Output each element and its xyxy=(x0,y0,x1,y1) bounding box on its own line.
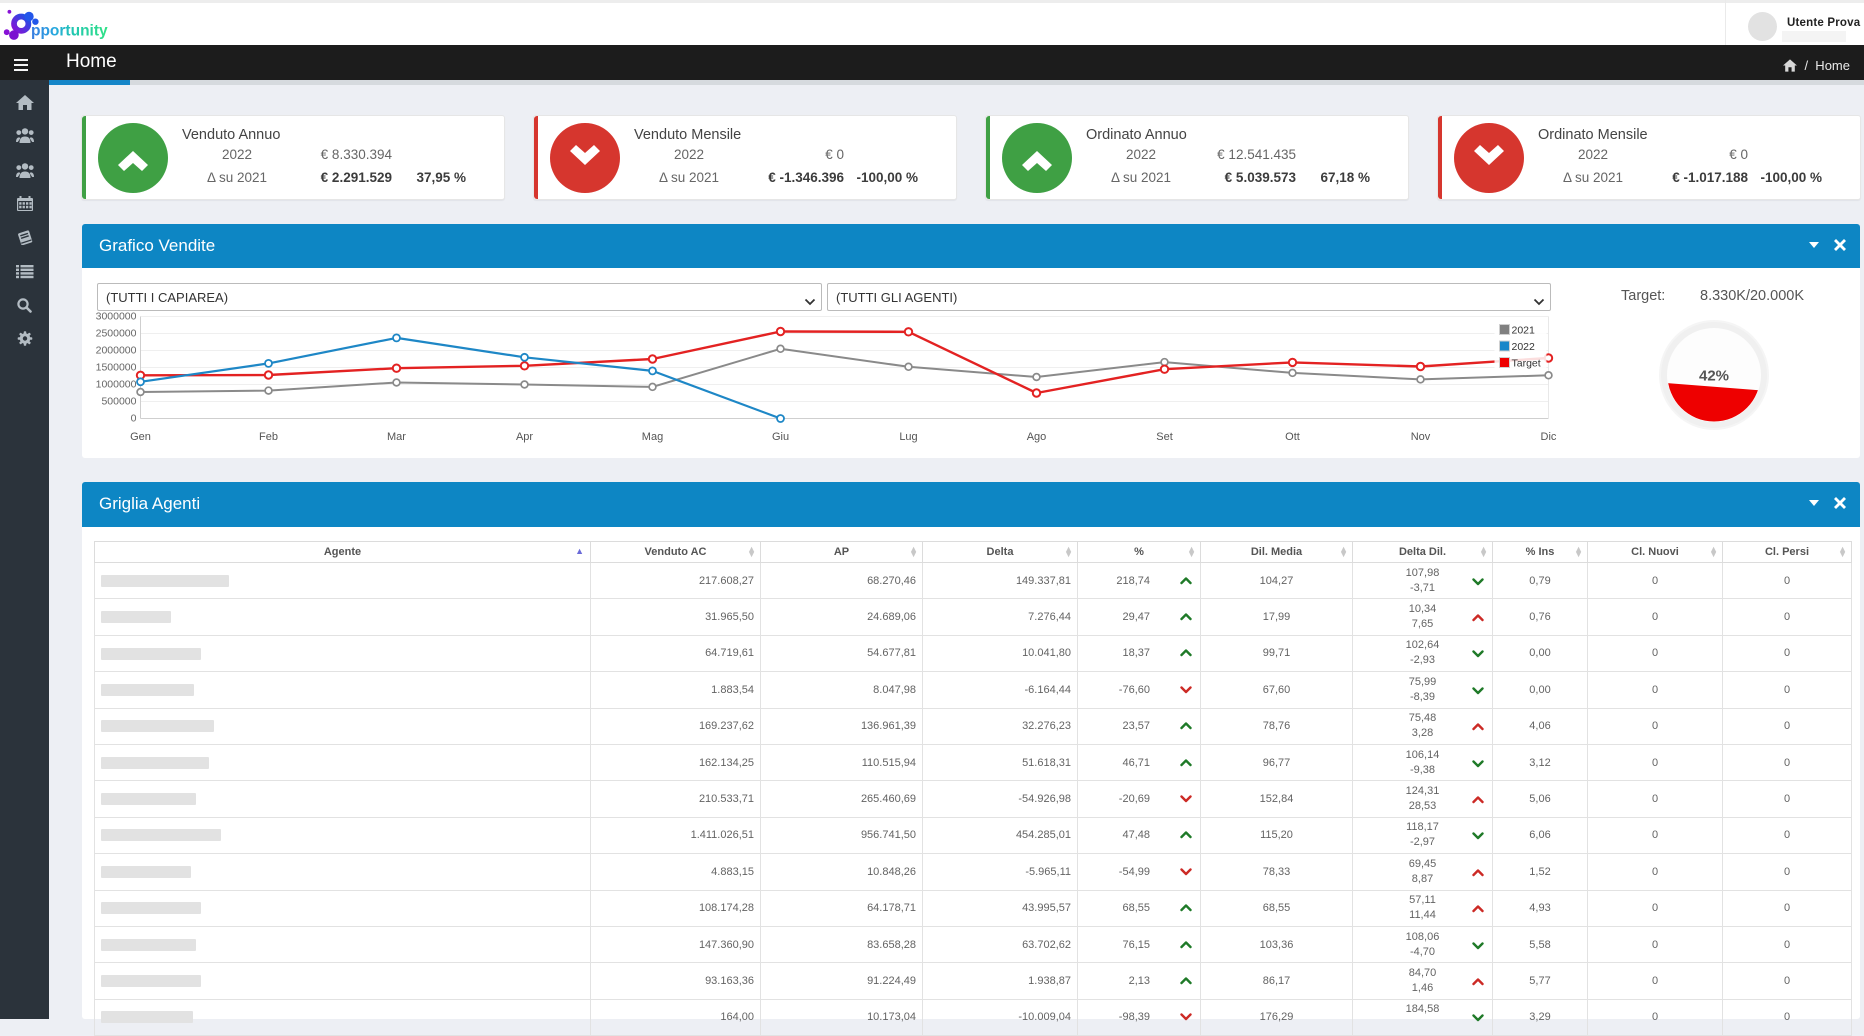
svg-text:42%: 42% xyxy=(1699,368,1729,385)
svg-text:pportunity: pportunity xyxy=(31,22,108,39)
